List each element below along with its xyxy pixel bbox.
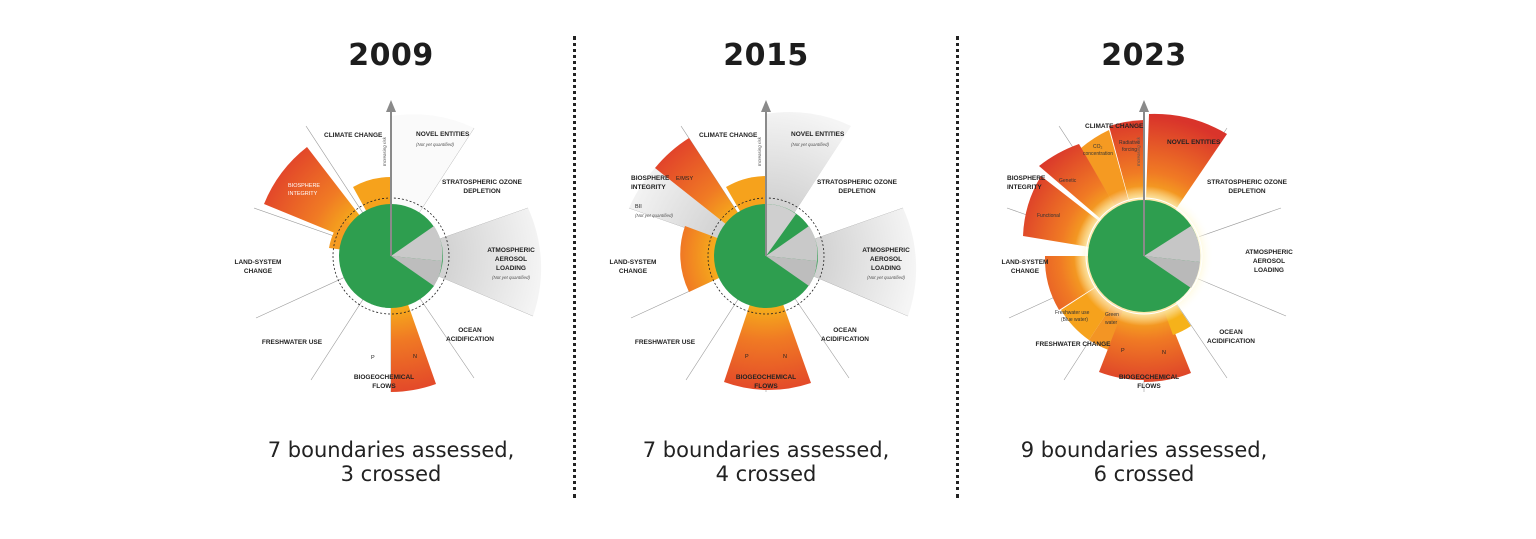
caption-line-1: 7 boundaries assessed,: [642, 438, 890, 462]
boundaries-diagram-2015: Increasing risk CLIMATE CHANGE NOVEL ENT…: [610, 100, 917, 392]
label-aerosol-1: ATMOSPHERIC: [862, 247, 910, 254]
label-novel: NOVEL ENTITIES: [791, 131, 845, 138]
panel-title: 2009: [348, 38, 434, 73]
label-novel-note: (Not yet quantified): [791, 142, 830, 147]
label-ozone-1: STRATOSPHERIC OZONE: [442, 179, 523, 186]
panel-2009: 2009: [199, 0, 583, 539]
label-rad-2: forcing: [1122, 147, 1137, 153]
label-land-2: CHANGE: [619, 268, 648, 275]
panel-2023: 2023: [952, 0, 1336, 539]
label-co2-2: concentration: [1083, 151, 1113, 157]
label-n: N: [783, 354, 787, 360]
label-green-2: water: [1105, 320, 1118, 326]
label-biogeo-1: BIOGEOCHEMICAL: [354, 374, 414, 381]
label-aerosol-3: LOADING: [871, 265, 901, 272]
caption: 7 boundaries assessed, 4 crossed: [574, 438, 958, 486]
label-bio-2: INTEGRITY: [1007, 184, 1042, 191]
label-bio-2: INTEGRITY: [631, 184, 666, 191]
boundaries-diagram-2009: Increasing risk CLIMATE CHANGE NOVEL ENT…: [235, 100, 542, 392]
label-climate: CLIMATE CHANGE: [1085, 123, 1144, 130]
label-aerosol-3: LOADING: [1254, 267, 1284, 274]
label-p: P: [1121, 348, 1125, 354]
label-p: P: [371, 355, 375, 361]
label-aerosol-1: ATMOSPHERIC: [487, 247, 535, 254]
label-bio-1: BIOSPHERE: [1007, 175, 1046, 182]
label-aerosol-2: AEROSOL: [1253, 258, 1285, 265]
boundaries-diagram-2023: Increasing risk CLIMATE CHANGE CO₂ conce…: [1002, 100, 1293, 392]
label-n: N: [1162, 350, 1166, 356]
wedge-aerosol: [391, 208, 542, 316]
label-p: P: [745, 354, 749, 360]
caption-line-2: 6 crossed: [1093, 462, 1195, 486]
label-emsy: E/MSY: [676, 176, 693, 182]
risk-axis-arrowhead: [1139, 100, 1149, 112]
panel-title: 2023: [1101, 38, 1187, 73]
label-land-1: LAND-SYSTEM: [235, 259, 282, 266]
label-climate: CLIMATE CHANGE: [324, 132, 383, 139]
caption: 7 boundaries assessed, 3 crossed: [199, 438, 583, 486]
panel-2015: 2015: [574, 0, 958, 539]
label-blue-1: Freshwater use: [1055, 310, 1090, 316]
label-genetic: Genetic: [1059, 178, 1077, 184]
label-bio-2: INTEGRITY: [288, 191, 318, 197]
label-ocean-1: OCEAN: [833, 327, 857, 334]
label-fresh: FRESHWATER CHANGE: [1036, 341, 1112, 348]
label-biogeo-2: FLOWS: [754, 383, 778, 390]
label-aerosol-2: AEROSOL: [495, 256, 527, 263]
label-novel: NOVEL ENTITIES: [416, 131, 470, 138]
label-blue-2: (Blue water): [1061, 317, 1088, 323]
label-biogeo-1: BIOGEOCHEMICAL: [1119, 374, 1179, 381]
label-biogeo-2: FLOWS: [1137, 383, 1161, 390]
label-bii-note: (Not yet quantified): [635, 213, 674, 218]
caption-line-2: 3 crossed: [340, 462, 442, 486]
risk-axis-arrowhead: [386, 100, 396, 112]
divider-left: [573, 36, 576, 498]
label-climate: CLIMATE CHANGE: [699, 132, 758, 139]
label-land-1: LAND-SYSTEM: [610, 259, 657, 266]
label-ozone-2: DEPLETION: [838, 188, 876, 195]
panel-title: 2015: [723, 38, 809, 73]
caption: 9 boundaries assessed, 6 crossed: [952, 438, 1336, 486]
label-rad-1: Radiative: [1119, 140, 1140, 146]
label-aerosol-3: LOADING: [496, 265, 526, 272]
axis-label: Increasing risk: [382, 136, 387, 166]
label-ozone-2: DEPLETION: [463, 188, 501, 195]
caption-line-1: 7 boundaries assessed,: [267, 438, 515, 462]
axis-label: Increasing risk: [757, 136, 762, 166]
label-ocean-2: ACIDIFICATION: [446, 336, 494, 343]
wedge-aerosol: [766, 208, 917, 316]
label-biogeo-1: BIOGEOCHEMICAL: [736, 374, 796, 381]
label-land-2: CHANGE: [1011, 268, 1040, 275]
label-biogeo-2: FLOWS: [372, 383, 396, 390]
label-aerosol-2: AEROSOL: [870, 256, 902, 263]
axis-label: Increasing risk: [1136, 136, 1141, 166]
label-bii: BII: [635, 204, 642, 210]
label-ozone-2: DEPLETION: [1228, 188, 1266, 195]
label-ozone-1: STRATOSPHERIC OZONE: [817, 179, 898, 186]
caption-line-2: 4 crossed: [715, 462, 817, 486]
label-ocean-2: ACIDIFICATION: [1207, 338, 1255, 345]
label-bio-1: BIOSPHERE: [288, 183, 320, 189]
label-novel-note: (Not yet quantified): [416, 142, 455, 147]
label-functional: Functional: [1037, 213, 1060, 219]
risk-axis-arrowhead: [761, 100, 771, 112]
label-aerosol-note: (Not yet quantified): [867, 275, 906, 280]
label-ocean-1: OCEAN: [458, 327, 482, 334]
label-ozone-1: STRATOSPHERIC OZONE: [1207, 179, 1288, 186]
label-bio-1: BIOSPHERE: [631, 175, 670, 182]
label-aerosol-note: (Not yet quantified): [492, 275, 531, 280]
label-n: N: [413, 354, 417, 360]
label-aerosol-1: ATMOSPHERIC: [1245, 249, 1293, 256]
label-green-1: Green: [1105, 312, 1119, 318]
label-fresh: FRESHWATER USE: [262, 339, 323, 346]
label-land-1: LAND-SYSTEM: [1002, 259, 1049, 266]
caption-line-1: 9 boundaries assessed,: [1020, 438, 1268, 462]
divider-right: [956, 36, 959, 498]
label-land-2: CHANGE: [244, 268, 273, 275]
label-ocean-1: OCEAN: [1219, 329, 1243, 336]
label-novel: NOVEL ENTITIES: [1167, 139, 1221, 146]
label-ocean-2: ACIDIFICATION: [821, 336, 869, 343]
label-co2-1: CO₂: [1093, 144, 1103, 150]
label-fresh: FRESHWATER USE: [635, 339, 696, 346]
